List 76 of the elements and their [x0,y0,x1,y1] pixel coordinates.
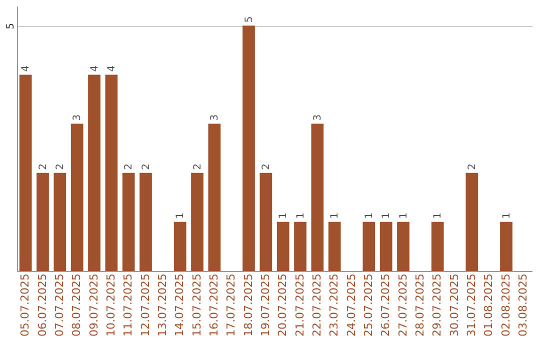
data-label: 2 [260,163,272,170]
bar [88,74,100,271]
data-label: 4 [89,65,100,72]
x-tick-label: 03.08.2025 [516,274,530,336]
data-label: 4 [106,65,118,72]
x-tick-label: 17.07.2025 [224,274,238,336]
bar [276,222,290,271]
x-tick-label: 14.07.2025 [173,274,186,336]
data-label: 1 [398,212,410,219]
bar [36,172,49,271]
data-label: 3 [312,114,324,121]
data-label: 1 [381,212,392,219]
x-tick-label: 22.07.2025 [310,274,324,336]
bar [397,222,410,271]
data-label: 5 [244,16,255,23]
bar [122,172,135,271]
x-tick-label: 10.07.2025 [104,274,118,336]
data-label: 1 [364,212,375,219]
x-tick-label: 06.07.2025 [36,274,49,336]
data-label: 4 [20,65,32,72]
data-label: 2 [38,163,49,170]
x-tick-label: 28.07.2025 [413,274,426,336]
bar [466,172,478,271]
x-tick-label: 19.07.2025 [258,274,272,336]
bar [208,124,221,271]
x-tick-label: 18.07.2025 [242,274,255,336]
bar [19,74,32,271]
bar [311,124,324,271]
bar [191,172,204,271]
data-label: 1 [295,212,306,219]
bar [242,26,255,271]
bar [294,222,306,271]
bar [105,74,118,271]
x-tick-label: 05.07.2025 [18,274,32,336]
bar [140,172,152,271]
x-tick-label: 09.07.2025 [87,274,100,336]
bar [500,222,512,271]
bar [70,124,84,271]
x-tick-label: 16.07.2025 [207,274,220,336]
x-tick-label: 08.07.2025 [70,274,84,336]
data-label: 1 [501,212,512,219]
x-tick-label: 25.07.2025 [362,274,375,336]
x-tick-label: 29.07.2025 [430,274,444,336]
x-tick-label: 31.07.2025 [464,274,478,336]
data-label: 2 [124,163,135,170]
bar [328,222,341,271]
data-label: 2 [54,163,66,170]
x-tick-label: 26.07.2025 [379,274,392,336]
x-tick-label: 11.07.2025 [122,274,135,336]
x-tick-label: 13.07.2025 [156,274,169,336]
data-label: 1 [432,212,444,219]
bar [174,222,186,271]
data-label: 2 [140,163,152,170]
x-tick-label: 02.08.2025 [499,274,512,336]
data-label: 3 [72,114,84,121]
x-tick-label: 12.07.2025 [138,274,152,336]
bar [362,222,376,271]
x-tick-label: 15.07.2025 [190,274,204,336]
data-label: 2 [192,163,204,170]
bar [54,172,66,271]
bar [431,222,444,271]
data-label: 1 [278,212,290,219]
data-label: 2 [466,163,478,170]
x-tick-label: 27.07.2025 [396,274,410,336]
x-tick-label: 20.07.2025 [276,274,290,336]
x-tick-label: 23.07.2025 [328,274,341,336]
data-label: 1 [330,212,341,219]
data-label: 3 [209,114,220,121]
x-tick-label: 07.07.2025 [52,274,66,336]
x-tick-label: 30.07.2025 [448,274,461,336]
data-label: 1 [175,212,186,219]
bar [380,222,392,271]
x-tick-label: 01.08.2025 [482,274,496,336]
x-tick-label: 24.07.2025 [344,274,358,336]
x-tick-label: 21.07.2025 [293,274,306,336]
bar [260,172,272,271]
